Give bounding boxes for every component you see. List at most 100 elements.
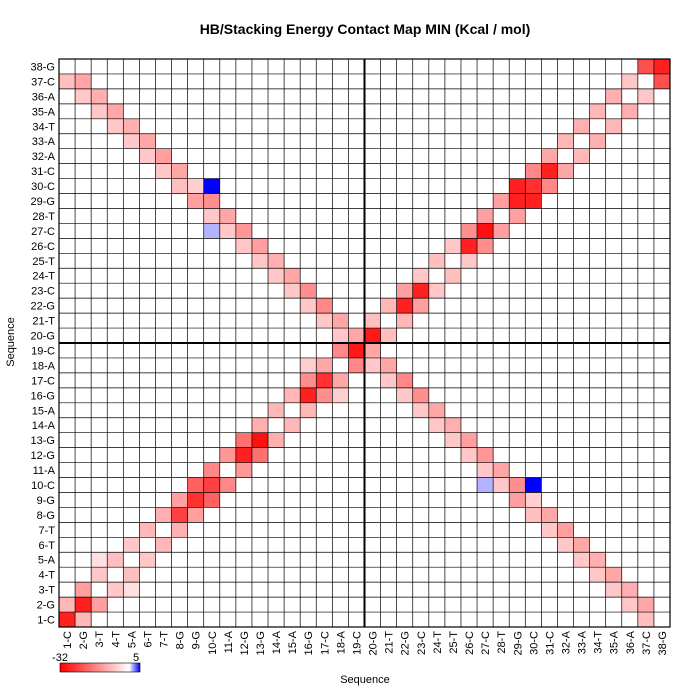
heatmap-cell (139, 522, 156, 538)
heatmap-cell (573, 537, 590, 553)
y-tick-label: 23-C (31, 286, 55, 298)
heatmap-cell (637, 88, 654, 104)
heatmap-cell (91, 103, 108, 119)
x-tick-label: 25-T (448, 631, 460, 654)
heatmap-cell (605, 582, 622, 598)
heatmap-cell (509, 208, 526, 224)
heatmap-cell (364, 328, 381, 343)
y-tick-label: 30-C (31, 181, 55, 193)
heatmap-cell (493, 462, 510, 478)
y-tick-label: 27-C (31, 226, 55, 238)
x-tick-label: 38-G (657, 631, 669, 655)
heatmap-cell (412, 283, 429, 299)
x-tick-label: 19-C (351, 631, 363, 655)
y-tick-label: 4-T (39, 570, 56, 582)
x-tick-label: 17-C (319, 631, 331, 655)
x-tick-label: 2-G (78, 631, 90, 649)
y-tick-labels: 1-C 2-G 3-T 4-T 5-A 6-T 7-T 8-G 9-G 10-C 11-A 12-G 1… (31, 61, 56, 626)
y-tick-label: 24-T (32, 271, 55, 283)
heatmap-cell (316, 357, 333, 373)
colorbar (59, 662, 141, 673)
heatmap-cell (203, 193, 220, 209)
heatmap-cell (203, 223, 220, 239)
heatmap-cell (653, 59, 670, 74)
heatmap-cell (139, 552, 156, 568)
chart-title: HB/Stacking Energy Contact Map MIN (Kcal… (200, 21, 531, 37)
y-axis-label: Sequence (5, 317, 17, 367)
x-tick-label: 4-T (110, 631, 122, 648)
heatmap-cell (589, 567, 606, 583)
heatmap-cell (509, 477, 526, 493)
heatmap-cell (525, 507, 542, 523)
heatmap-cell (139, 133, 156, 149)
x-tick-label: 11-A (223, 630, 235, 653)
heatmap-cell (573, 148, 590, 164)
colorbar-max-label: 5 (133, 652, 139, 664)
heatmap-cell (396, 313, 413, 329)
heatmap-cell (332, 313, 349, 329)
y-tick-label: 36-A (32, 91, 56, 103)
y-tick-label: 17-C (31, 375, 55, 387)
heatmap-cell (573, 118, 590, 134)
heatmap-cell (91, 88, 108, 104)
grid-lines (58, 58, 671, 628)
x-tick-label: 26-C (464, 631, 476, 655)
heatmap-cell (444, 417, 461, 433)
x-tick-labels: 1-C 2-G 3-T 4-T 5-A 6-T 7-T 8-G 9-G 10-C 11-A 12-G 1… (62, 630, 669, 655)
heatmap-cell (541, 178, 558, 194)
x-tick-label: 1-C (62, 631, 74, 649)
heatmap-cell (460, 432, 478, 448)
x-tick-label: 5-A (126, 630, 138, 648)
heatmap-cell (187, 492, 204, 508)
y-tick-label: 31-C (31, 166, 55, 178)
heatmap-cell (300, 357, 317, 373)
heatmap-cell (251, 447, 269, 463)
heatmap-cell (396, 283, 413, 299)
heatmap-cell (203, 477, 220, 493)
y-tick-label: 15-A (32, 405, 56, 417)
x-tick-label: 31-C (544, 631, 556, 655)
heatmap-cell (171, 178, 188, 194)
heatmap-cell (509, 193, 526, 209)
heatmap-cell (541, 163, 558, 179)
heatmap-cell (541, 148, 558, 164)
heatmap-cell (107, 103, 124, 119)
y-tick-label: 18-A (32, 360, 56, 372)
heatmap-cell (493, 193, 510, 209)
heatmap-cell (316, 372, 333, 388)
heatmap-cell (171, 522, 188, 538)
y-tick-label: 10-C (31, 480, 55, 492)
heatmap-cell (300, 387, 317, 403)
heatmap-cell (219, 223, 236, 239)
heatmap-cell (428, 402, 445, 418)
heatmap-cell (187, 178, 204, 194)
x-tick-label: 12-G (239, 631, 251, 655)
heatmap-cell (235, 223, 252, 239)
y-tick-label: 21-T (32, 316, 55, 328)
heatmap-cell (59, 597, 76, 613)
colorbar-min-label: -32 (52, 652, 68, 664)
heatmap-cell (203, 208, 220, 224)
heatmap-cell (493, 223, 510, 239)
y-tick-label: 19-C (31, 345, 55, 357)
heatmap-cell (541, 522, 558, 538)
plot-frame (58, 58, 671, 628)
x-tick-label: 6-T (142, 631, 154, 648)
heatmap-cell (589, 552, 606, 568)
x-tick-label: 27-C (480, 631, 492, 655)
heatmap-cell (605, 88, 622, 104)
heatmap-cell (75, 88, 92, 104)
heatmap-cell (621, 73, 638, 89)
heatmap-cell (525, 178, 542, 194)
heatmap-cell (412, 298, 429, 314)
heatmap-cell (107, 118, 124, 134)
heatmap-cell (284, 417, 301, 433)
y-tick-label: 11-A (33, 465, 56, 477)
heatmap-cell (123, 567, 140, 583)
heatmap-cell (364, 343, 381, 358)
heatmap-cell (653, 73, 670, 89)
heatmap-cell (75, 612, 92, 627)
heatmap-cell (380, 328, 397, 343)
y-tick-label: 34-T (32, 121, 55, 133)
heatmap-cell (428, 253, 445, 269)
